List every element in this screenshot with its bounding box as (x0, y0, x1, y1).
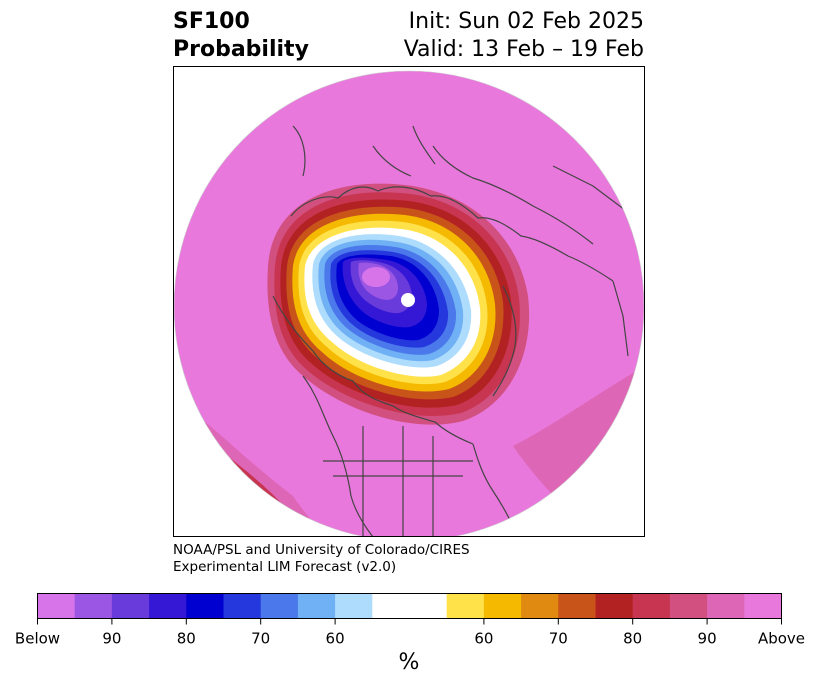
probability-field (174, 71, 644, 537)
colorbar-swatch (111, 593, 150, 619)
colorbar-swatch (483, 593, 522, 619)
colorbar-swatch (595, 593, 634, 619)
colorbar-tick-label: 90 (102, 630, 121, 648)
colorbar-tick-label: 80 (177, 630, 196, 648)
colorbar-swatch (74, 593, 113, 619)
colorbar-tick-label: 70 (251, 630, 270, 648)
coastlines (272, 125, 634, 537)
colorbar-tick-label: 60 (326, 630, 345, 648)
credit-text: NOAA/PSL and University of Colorado/CIRE… (173, 542, 470, 576)
credit-line-2: Experimental LIM Forecast (v2.0) (173, 559, 397, 575)
colorbar-swatch (260, 593, 299, 619)
colorbar: Below 90 80 70 60 60 70 80 90 Above % (15, 593, 805, 675)
colorbar-swatch (223, 593, 262, 619)
valid-range: Valid: 13 Feb – 19 Feb (403, 37, 644, 62)
colorbar-swatch (558, 593, 596, 619)
colorbar-tick-label: 80 (623, 630, 642, 648)
colorbar-swatch (409, 593, 448, 619)
colorbar-tick-label: 90 (698, 630, 717, 648)
colorbar-swatch (669, 593, 708, 619)
map-frame (173, 66, 645, 537)
probability-map (173, 66, 645, 537)
colorbar-swatch (37, 593, 76, 619)
colorbar-tick-label: 60 (474, 630, 493, 648)
map-title: SF100 Probability (173, 8, 309, 64)
colorbar-swatch (521, 593, 559, 619)
colorbar-tick-label: Below (15, 630, 60, 648)
colorbar-tick-label: Above (758, 630, 805, 648)
colorbar-frame (37, 593, 782, 619)
colorbar-ticks: Below 90 80 70 60 60 70 80 90 Above (15, 618, 805, 648)
title-line-variable: SF100 (173, 9, 250, 34)
credit-line-1: NOAA/PSL and University of Colorado/CIRE… (173, 542, 470, 558)
colorbar-swatch (446, 593, 485, 619)
colorbar-swatch (186, 593, 224, 619)
colorbar-swatches (37, 593, 782, 619)
colorbar-swatch (297, 593, 336, 619)
colorbar-swatch (335, 593, 373, 619)
colorbar-unit-label: % (399, 650, 420, 675)
colorbar-swatch (372, 593, 410, 619)
title-line-type: Probability (173, 37, 309, 62)
forecast-dates: Init: Sun 02 Feb 2025 Valid: 13 Feb – 19… (404, 8, 644, 64)
init-date: Init: Sun 02 Feb 2025 (408, 9, 644, 34)
colorbar-swatch (744, 593, 782, 619)
colorbar-tick-label: 70 (549, 630, 568, 648)
colorbar-swatch (149, 593, 187, 619)
colorbar-swatch (707, 593, 745, 619)
colorbar-swatch (632, 593, 671, 619)
